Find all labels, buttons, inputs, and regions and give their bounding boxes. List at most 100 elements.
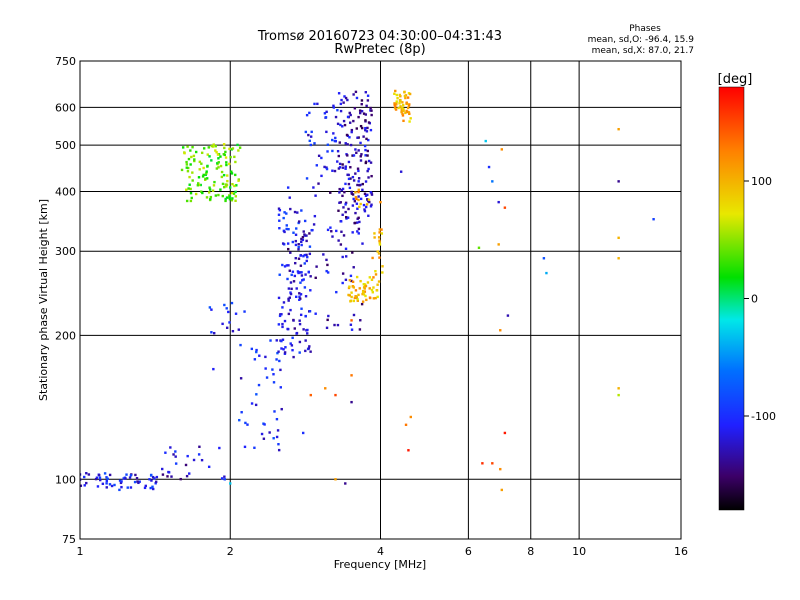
data-point (104, 472, 106, 474)
data-point (278, 323, 280, 325)
colorbar (719, 87, 744, 510)
data-point (309, 275, 311, 277)
data-point (304, 315, 306, 317)
data-point (287, 242, 289, 244)
data-point (342, 206, 344, 208)
stats-o-line: mean, sd,O: -96.4, 15.9 (588, 35, 695, 45)
data-point (358, 206, 360, 208)
data-point (334, 170, 336, 172)
data-point (278, 214, 280, 216)
data-point (371, 193, 373, 195)
colorbar-ticks: -1000100 (744, 175, 776, 423)
data-point (124, 477, 126, 479)
data-point (343, 234, 345, 236)
data-point (359, 112, 361, 114)
data-point (305, 131, 307, 133)
data-point (338, 191, 340, 193)
data-point (345, 279, 347, 281)
x-tick-label: 1 (77, 545, 84, 558)
data-point (350, 275, 352, 277)
data-point (312, 186, 314, 188)
data-point (302, 432, 304, 434)
data-point (271, 368, 273, 370)
data-point (215, 194, 217, 196)
data-point (329, 226, 331, 228)
data-point (349, 166, 351, 168)
data-point (310, 131, 312, 133)
data-point (284, 265, 286, 267)
data-point (224, 478, 226, 480)
data-point (210, 196, 212, 198)
data-point (400, 171, 402, 173)
data-point (617, 387, 619, 389)
data-point (296, 211, 298, 213)
data-point (364, 149, 366, 151)
ionogram-chart: Tromsø 20160723 04:30:00–04:31:43 RwPret… (0, 0, 800, 600)
data-point (396, 100, 398, 102)
data-point (300, 293, 302, 295)
data-point (244, 446, 246, 448)
data-point (360, 155, 362, 157)
data-point (369, 276, 371, 278)
data-point (190, 192, 192, 194)
data-point (226, 174, 228, 176)
data-point (351, 251, 353, 253)
data-point (365, 180, 367, 182)
data-point (306, 177, 308, 179)
data-point (342, 256, 344, 258)
data-point (356, 184, 358, 186)
data-point (277, 443, 279, 445)
data-point (365, 299, 367, 301)
data-point (210, 331, 212, 333)
data-point (396, 94, 398, 96)
data-point (325, 111, 327, 113)
data-point (350, 374, 352, 376)
data-point (366, 203, 368, 205)
colorbar-tick-label: 0 (751, 293, 758, 306)
data-point (273, 381, 275, 383)
data-point (294, 275, 296, 277)
data-point (292, 232, 294, 234)
data-point (357, 180, 359, 182)
data-point (195, 193, 197, 195)
colorbar-tick-label: 100 (751, 175, 772, 188)
data-point (343, 120, 345, 122)
data-point (370, 161, 372, 163)
y-tick-label: 75 (62, 533, 76, 546)
data-point (209, 306, 211, 308)
data-point (314, 313, 316, 315)
data-point (373, 236, 375, 238)
data-point (327, 315, 329, 317)
data-point (326, 168, 328, 170)
data-point (198, 446, 200, 448)
data-point (186, 145, 188, 147)
data-point (351, 131, 353, 133)
data-point (344, 482, 346, 484)
data-point (350, 144, 352, 146)
grid-lines (80, 61, 681, 539)
data-point (320, 157, 322, 159)
data-point (193, 158, 195, 160)
data-point (504, 432, 506, 434)
data-point (208, 186, 210, 188)
data-point (144, 487, 146, 489)
data-point (351, 231, 353, 233)
data-point (297, 272, 299, 274)
data-point (355, 91, 357, 93)
data-point (106, 480, 108, 482)
data-point (99, 479, 101, 481)
data-point (287, 264, 289, 266)
data-point (109, 483, 111, 485)
data-point (371, 257, 373, 259)
data-point (497, 243, 499, 245)
data-point (235, 195, 237, 197)
data-point (111, 485, 113, 487)
data-point (186, 475, 188, 477)
data-point (354, 172, 356, 174)
data-point (342, 101, 344, 103)
data-point (365, 138, 367, 140)
data-point (234, 200, 236, 202)
data-point (309, 350, 311, 352)
data-point (213, 181, 215, 183)
data-point (349, 114, 351, 116)
